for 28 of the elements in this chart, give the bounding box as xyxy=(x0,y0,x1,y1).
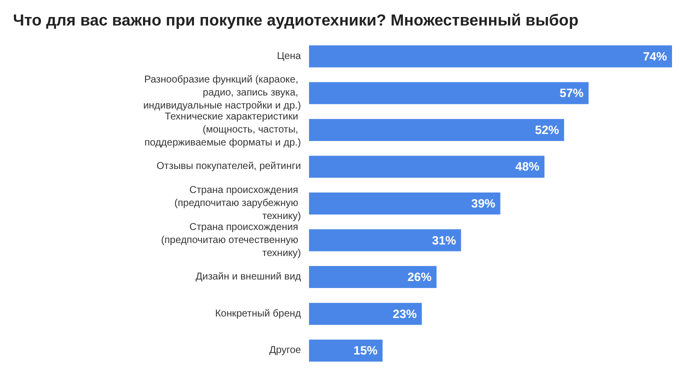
data-label: 15% xyxy=(354,344,378,358)
y-tick-label: Цена xyxy=(276,50,302,62)
bar xyxy=(309,82,589,104)
bar xyxy=(309,156,544,178)
bar xyxy=(309,45,672,68)
y-tick-label: Дизайн и внешний вид xyxy=(196,272,302,283)
y-tick-label: Разнообразие функций (караоке, радио, запись звука, индивидуальные настройки и др.) xyxy=(143,74,301,112)
data-label: 26% xyxy=(408,270,432,284)
data-label: 74% xyxy=(642,49,668,64)
data-label: 52% xyxy=(535,122,560,137)
y-tick-label: Страна происхождения (предпочитаю отечественную технику) xyxy=(161,222,301,259)
y-tick-label: Другое xyxy=(269,345,302,356)
data-label: 48% xyxy=(515,160,540,174)
bar xyxy=(309,266,437,288)
data-label: 57% xyxy=(560,86,584,100)
bar xyxy=(309,229,462,252)
data-label: 31% xyxy=(432,233,456,248)
y-tick-label: Страна происхождения (предпочитаю зарубежную технику) xyxy=(174,185,301,222)
data-label: 23% xyxy=(392,306,418,321)
chart-title: Что для вас важно при покупке аудиотехники? Множественный выбор xyxy=(13,12,579,30)
bar xyxy=(309,340,383,362)
data-label: 39% xyxy=(471,196,496,210)
y-tick-label: Технические характеристики (мощность, частоты, поддерживаемые форматы и др.) xyxy=(144,111,301,148)
bar xyxy=(309,118,564,141)
y-tick-label: Отзывы покупателей, рейтинги xyxy=(156,161,301,172)
y-tick-label: Конкретный бренд xyxy=(215,308,302,320)
bar xyxy=(309,302,422,325)
bar xyxy=(309,192,500,214)
